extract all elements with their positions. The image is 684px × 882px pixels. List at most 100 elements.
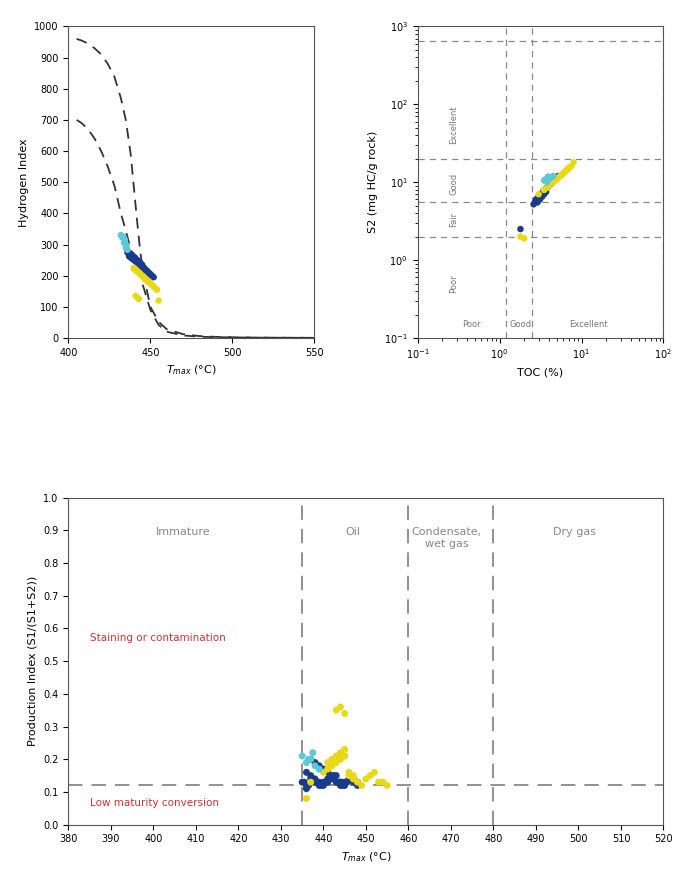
Point [568, 155, 579, 169]
Point [559, 165, 570, 179]
Point [132, 255, 143, 269]
Point [150, 281, 161, 295]
Point [127, 249, 137, 263]
Point [309, 772, 320, 786]
Point [121, 238, 132, 252]
Point [143, 265, 154, 280]
Point [122, 246, 133, 260]
Point [542, 181, 553, 195]
Point [326, 752, 337, 766]
Point [305, 752, 316, 766]
Point [545, 177, 556, 191]
Point [552, 169, 563, 183]
Point [538, 185, 549, 199]
Point [324, 772, 335, 786]
Point [337, 779, 348, 793]
Point [140, 273, 151, 287]
Point [137, 260, 148, 274]
Text: Good: Good [510, 320, 531, 329]
Point [352, 775, 363, 789]
Point [305, 772, 316, 786]
Point [343, 766, 354, 780]
Point [118, 229, 129, 243]
Point [531, 192, 542, 206]
Point [146, 269, 157, 283]
Point [551, 170, 562, 184]
Point [538, 185, 549, 199]
Point [345, 772, 356, 786]
Point [303, 779, 314, 793]
Point [534, 192, 545, 206]
Point [301, 781, 312, 796]
Point [143, 275, 154, 289]
Point [125, 247, 136, 261]
Point [326, 759, 337, 773]
Point [137, 259, 148, 273]
Point [129, 251, 140, 265]
Point [305, 768, 316, 782]
Point [543, 179, 554, 193]
Point [135, 258, 146, 273]
Point [137, 269, 148, 283]
Point [540, 182, 551, 196]
Text: Fair: Fair [449, 213, 458, 228]
Point [550, 174, 561, 188]
Point [135, 256, 146, 270]
Point [129, 261, 140, 275]
Point [331, 756, 342, 770]
Point [148, 270, 159, 284]
Point [307, 772, 318, 786]
Point [130, 254, 141, 268]
Point [561, 164, 572, 178]
Text: Excellent: Excellent [568, 320, 607, 329]
Point [534, 191, 544, 206]
Text: Immature: Immature [156, 527, 211, 537]
Point [314, 779, 325, 793]
Point [339, 749, 350, 763]
Point [540, 183, 551, 197]
Point [335, 775, 346, 789]
Text: Excellent: Excellent [449, 105, 458, 144]
Point [339, 706, 350, 721]
Point [333, 775, 344, 789]
Point [544, 171, 555, 185]
Point [305, 775, 316, 789]
Point [539, 183, 550, 197]
Point [124, 250, 135, 264]
Point [301, 791, 312, 805]
Point [544, 178, 555, 192]
Point [339, 775, 350, 789]
Point [553, 170, 564, 184]
Point [140, 262, 151, 276]
Point [339, 743, 350, 757]
Point [130, 254, 141, 268]
Point [356, 779, 367, 793]
Point [299, 775, 310, 789]
Point [138, 261, 149, 275]
Y-axis label: Production Index (S1/(S1+S2)): Production Index (S1/(S1+S2)) [28, 576, 38, 746]
Point [373, 775, 384, 789]
Point [545, 170, 556, 184]
Point [148, 280, 159, 294]
Text: Low maturity conversion: Low maturity conversion [90, 798, 219, 809]
Point [543, 172, 554, 186]
Point [130, 288, 141, 303]
Point [132, 256, 143, 270]
Point [555, 169, 566, 183]
Point [532, 196, 543, 210]
Point [543, 179, 554, 193]
Point [297, 775, 308, 789]
Point [142, 265, 153, 279]
Point [133, 292, 144, 306]
Point [347, 772, 358, 786]
Point [132, 290, 143, 304]
Point [543, 179, 554, 193]
Point [322, 772, 333, 786]
Point [140, 263, 151, 277]
Point [564, 161, 575, 175]
Point [318, 766, 329, 780]
Point [335, 700, 346, 714]
Point [558, 167, 569, 181]
Point [553, 169, 564, 183]
Point [549, 173, 560, 187]
